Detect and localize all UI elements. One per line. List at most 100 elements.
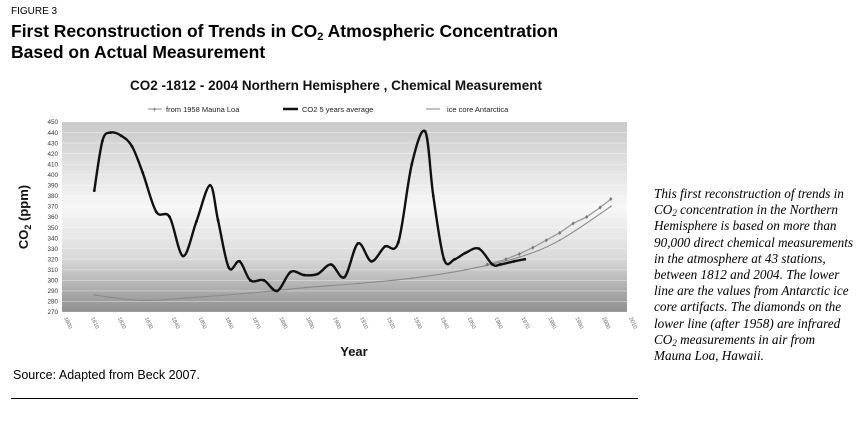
point-mauna-loa [558, 230, 562, 235]
point-ice-core [558, 239, 561, 242]
point-mauna-loa [517, 251, 521, 256]
point-ice-core [357, 282, 359, 285]
y-tick-label: 450 [47, 119, 58, 126]
x-tick-label: 1950 [466, 316, 477, 330]
y-tick-label: 420 [47, 151, 58, 158]
point-main [275, 289, 279, 293]
point-main [92, 189, 96, 193]
y-tick-label: 360 [47, 214, 58, 221]
point-ice-core [141, 299, 144, 302]
y-axis-label-tail: (ppm) [16, 185, 31, 225]
y-axis-label-main: CO [16, 230, 31, 250]
legend-label-mauna-loa: from 1958 Mauna Loa [166, 105, 240, 114]
x-tick-label: 1850 [197, 316, 208, 330]
point-ice-core [410, 277, 413, 280]
point-main [208, 183, 212, 187]
figure-label: FIGURE 3 [11, 6, 58, 17]
y-axis-label-sub: 2 [23, 225, 33, 230]
point-main [396, 240, 400, 244]
figure-title-part1: First Reconstruction of Trends in CO [11, 21, 318, 41]
x-tick-label: 1940 [439, 316, 450, 330]
point-main [238, 259, 241, 263]
point-ice-core [93, 294, 96, 297]
point-ice-core [609, 205, 612, 208]
x-tick-label: 2000 [600, 316, 611, 330]
y-tick-label: 410 [47, 161, 58, 168]
x-tick-label: 1800 [62, 316, 73, 330]
figure-title-subscript: 2 [317, 31, 324, 43]
point-main [442, 257, 446, 261]
grid-lines [62, 121, 627, 313]
series-layer [92, 129, 613, 302]
co2-chart: CO2 -1812 - 2004 Northern Hemisphere , C… [16, 78, 638, 359]
point-main [119, 134, 123, 138]
side-caption-part1: This first reconstruction of trends in C… [654, 186, 844, 218]
point-ice-core [518, 256, 521, 259]
point-main [499, 263, 502, 266]
y-tick-label: 440 [47, 130, 58, 137]
x-tick-label: 1860 [224, 316, 235, 330]
x-tick-label: 1900 [331, 316, 342, 330]
y-tick-label: 350 [47, 225, 58, 232]
point-main [181, 254, 185, 258]
x-tick-label: 1870 [251, 316, 262, 330]
y-tick-label: 300 [47, 278, 58, 285]
x-tick-label: 1840 [170, 316, 181, 330]
point-main [370, 259, 373, 263]
point-main [100, 139, 104, 143]
y-tick-label: 340 [47, 235, 58, 242]
figure-title: First Reconstruction of Trends in CO2 At… [11, 21, 651, 63]
legend-mauna-loa-marker: + [152, 105, 157, 114]
point-ice-core [303, 286, 306, 289]
point-mauna-loa [531, 245, 535, 250]
point-main [154, 210, 158, 214]
x-tick-labels: 1800 1810 1820 1830 1840 1850 1860 1870 1880 1890… [62, 316, 638, 330]
x-tick-label: 1920 [385, 316, 396, 330]
point-main [316, 272, 319, 276]
point-ice-core [249, 292, 252, 294]
x-tick-label: 1980 [546, 316, 557, 330]
x-tick-label: 1830 [143, 316, 154, 330]
point-main [356, 241, 360, 245]
point-mauna-loa [585, 215, 589, 219]
point-main [262, 278, 266, 282]
point-main [216, 218, 220, 222]
chart-area: CO2 -1812 - 2004 Northern Hemisphere , C… [0, 72, 645, 372]
y-tick-label: 390 [47, 183, 58, 190]
point-main [109, 131, 112, 134]
side-caption: This first reconstruction of trends in C… [654, 186, 854, 364]
side-caption-part3: measurements in air from Mauna Loa, Hawa… [654, 331, 816, 364]
y-tick-label: 280 [47, 299, 58, 306]
chart-title: CO2 -1812 - 2004 Northern Hemisphere , C… [130, 78, 542, 93]
point-main [343, 275, 346, 279]
source-note: Source: Adapted from Beck 2007. [13, 368, 200, 382]
divider-rule [11, 398, 638, 399]
x-tick-label: 1990 [573, 316, 584, 330]
point-ice-core [464, 268, 467, 271]
point-main [195, 219, 198, 223]
point-mauna-loa [544, 238, 548, 243]
point-main [289, 270, 293, 274]
point-main [523, 257, 527, 261]
legend-label-main: CO2 5 years average [302, 105, 373, 114]
x-axis-label: Year [340, 344, 367, 359]
side-caption-sub1: 2 [672, 208, 677, 219]
x-tick-label: 1930 [412, 316, 423, 330]
point-main [453, 257, 457, 261]
y-tick-label: 330 [47, 246, 58, 253]
x-tick-label: 1960 [493, 316, 504, 330]
point-main [141, 171, 145, 175]
point-mauna-loa [504, 257, 508, 262]
series-line-mauna-loa [486, 198, 612, 266]
point-main [130, 144, 134, 148]
y-tick-labels: 270 280 290 300 310 320 330 340 350 360 370 380 390 4… [47, 119, 58, 316]
point-mauna-loa [571, 221, 575, 226]
x-tick-label: 1880 [277, 316, 288, 330]
point-mauna-loa [598, 205, 602, 210]
side-caption-sub2: 2 [672, 337, 677, 348]
y-axis-label: CO2 (ppm) [16, 185, 33, 249]
point-main [423, 130, 427, 133]
legend-label-ice-core: ice core Antarctica [447, 105, 509, 114]
x-tick-label: 1810 [89, 316, 100, 330]
point-main [168, 215, 172, 219]
